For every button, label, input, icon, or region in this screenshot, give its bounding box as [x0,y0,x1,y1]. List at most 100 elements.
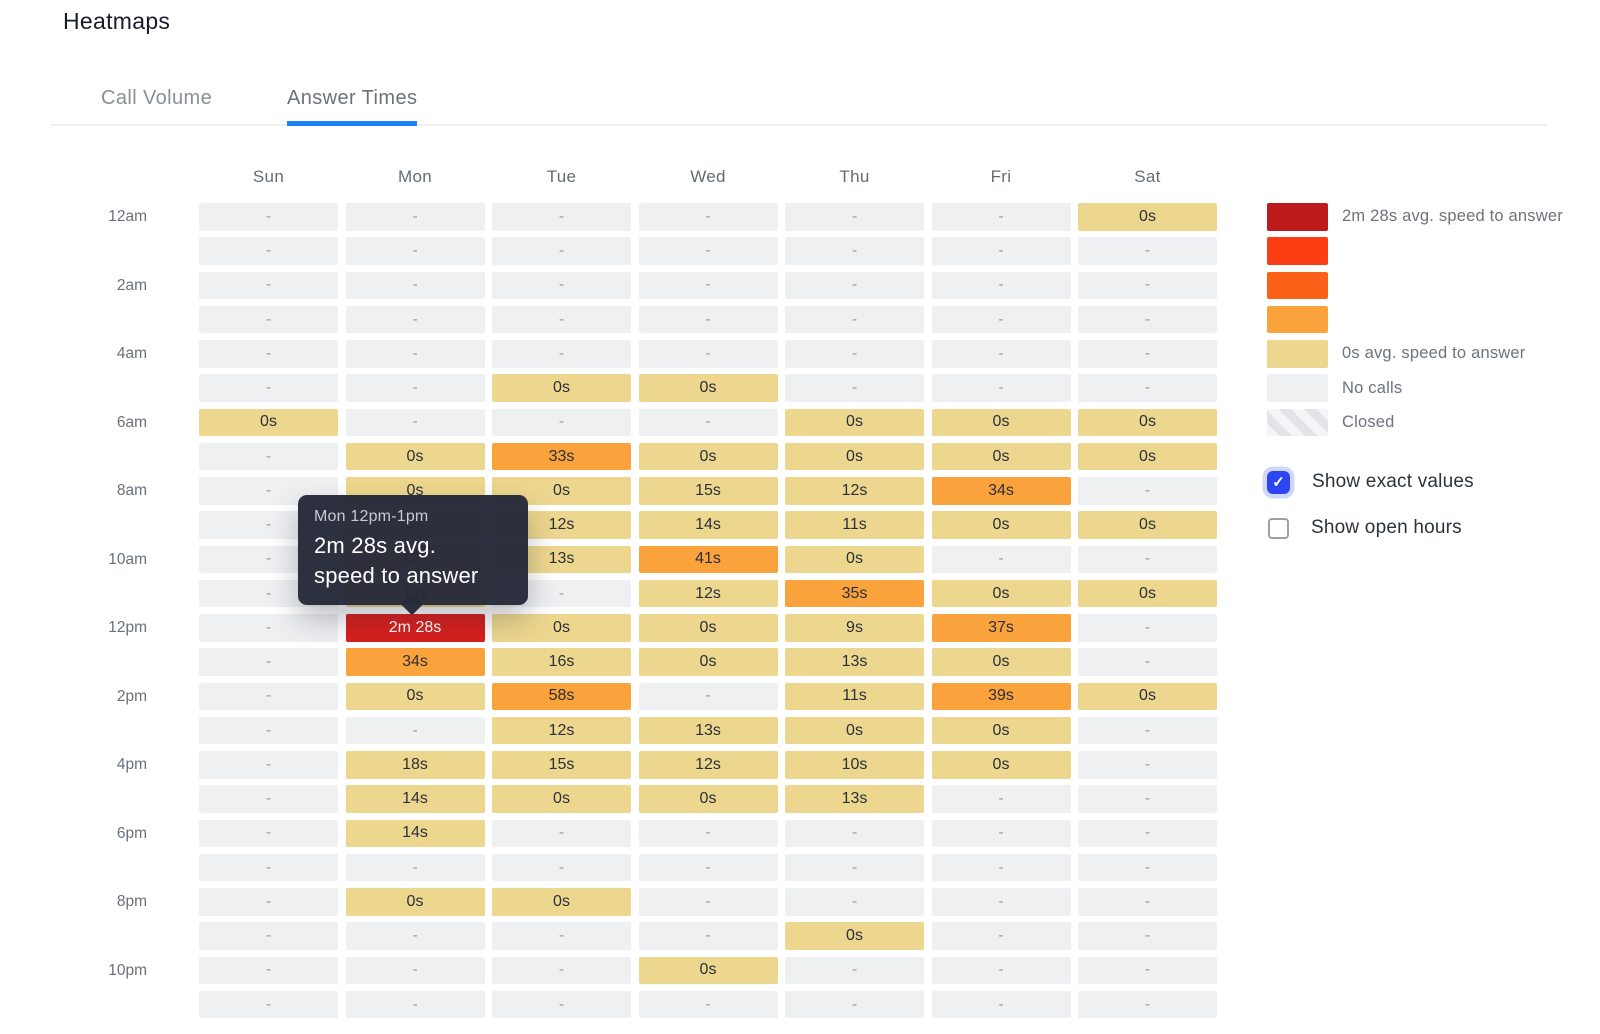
heatmap-cell-sun-14[interactable]: - [199,682,338,710]
heatmap-cell-fri-16[interactable]: 0s [931,751,1071,779]
heatmap-cell-sun-3[interactable]: - [199,305,338,334]
heatmap-cell-sat-6[interactable]: 0s [1078,408,1217,436]
heatmap-cell-tue-21[interactable]: - [492,922,631,950]
heatmap-cell-sat-15[interactable]: - [1078,716,1217,745]
heatmap-cell-thu-22[interactable]: - [785,956,924,984]
heatmap-cell-mon-6[interactable]: - [345,408,485,436]
heatmap-cell-fri-5[interactable]: - [931,374,1071,402]
tab-answer-times[interactable]: Answer Times [287,87,418,126]
heatmap-cell-wed-6[interactable]: - [638,408,778,436]
show-open-hours-checkbox[interactable] [1268,517,1289,539]
heatmap-cell-sat-1[interactable]: - [1078,237,1217,265]
heatmap-cell-fri-23[interactable]: - [931,990,1071,1019]
heatmap-cell-sat-0[interactable]: 0s [1078,203,1217,231]
heatmap-cell-sun-16[interactable]: - [199,751,338,779]
heatmap-cell-sun-18[interactable]: - [199,819,338,847]
heatmap-cell-sat-16[interactable]: - [1078,751,1217,779]
heatmap-cell-wed-18[interactable]: - [638,819,778,847]
heatmap-cell-tue-1[interactable]: - [492,237,631,265]
heatmap-cell-mon-18[interactable]: 14s [345,819,485,847]
heatmap-cell-sun-1[interactable]: - [199,237,338,265]
heatmap-cell-thu-4[interactable]: - [785,340,924,368]
heatmap-cell-thu-12[interactable]: 9s [785,614,924,642]
heatmap-cell-sat-11[interactable]: 0s [1078,579,1217,608]
heatmap-cell-tue-8[interactable]: 0s [492,477,631,505]
heatmap-cell-sun-12[interactable]: - [199,614,338,642]
heatmap-cell-thu-20[interactable]: - [785,888,924,916]
heatmap-cell-fri-22[interactable]: - [931,956,1071,984]
heatmap-cell-sat-23[interactable]: - [1078,990,1217,1019]
heatmap-cell-sat-5[interactable]: - [1078,374,1217,402]
heatmap-cell-mon-20[interactable]: 0s [345,888,485,916]
heatmap-cell-wed-16[interactable]: 12s [638,751,778,779]
heatmap-cell-sat-21[interactable]: - [1078,922,1217,950]
heatmap-cell-sat-22[interactable]: - [1078,956,1217,984]
heatmap-cell-tue-4[interactable]: - [492,340,631,368]
heatmap-cell-tue-22[interactable]: - [492,956,631,984]
heatmap-cell-fri-21[interactable]: - [931,922,1071,950]
heatmap-cell-sun-2[interactable]: - [199,271,338,299]
heatmap-cell-thu-3[interactable]: - [785,305,924,334]
heatmap-cell-wed-23[interactable]: - [638,990,778,1019]
heatmap-cell-thu-0[interactable]: - [785,203,924,231]
heatmap-cell-wed-14[interactable]: - [638,682,778,710]
heatmap-cell-thu-1[interactable]: - [785,237,924,265]
heatmap-cell-wed-4[interactable]: - [638,340,778,368]
heatmap-cell-thu-16[interactable]: 10s [785,751,924,779]
heatmap-cell-tue-5[interactable]: 0s [492,374,631,402]
heatmap-cell-sun-17[interactable]: - [199,785,338,813]
heatmap-cell-fri-18[interactable]: - [931,819,1071,847]
heatmap-cell-fri-8[interactable]: 34s [931,477,1071,505]
heatmap-cell-sun-13[interactable]: - [199,648,338,676]
heatmap-cell-fri-6[interactable]: 0s [931,408,1071,436]
heatmap-cell-wed-5[interactable]: 0s [638,374,778,402]
heatmap-cell-wed-10[interactable]: 41s [638,545,778,573]
heatmap-cell-thu-2[interactable]: - [785,271,924,299]
heatmap-cell-wed-7[interactable]: 0s [638,442,778,471]
heatmap-cell-wed-15[interactable]: 13s [638,716,778,745]
heatmap-cell-sun-0[interactable]: - [199,203,338,231]
heatmap-cell-fri-19[interactable]: - [931,853,1071,882]
heatmap-cell-tue-14[interactable]: 58s [492,682,631,710]
heatmap-cell-mon-14[interactable]: 0s [345,682,485,710]
heatmap-cell-tue-18[interactable]: - [492,819,631,847]
heatmap-cell-thu-5[interactable]: - [785,374,924,402]
heatmap-cell-mon-15[interactable]: - [345,716,485,745]
heatmap-cell-wed-19[interactable]: - [638,853,778,882]
heatmap-cell-mon-17[interactable]: 14s [345,785,485,813]
heatmap-cell-mon-21[interactable]: - [345,922,485,950]
heatmap-cell-sun-4[interactable]: - [199,340,338,368]
heatmap-cell-tue-19[interactable]: - [492,853,631,882]
heatmap-cell-mon-16[interactable]: 18s [345,751,485,779]
heatmap-cell-mon-22[interactable]: - [345,956,485,984]
heatmap-cell-thu-17[interactable]: 13s [785,785,924,813]
heatmap-cell-fri-1[interactable]: - [931,237,1071,265]
heatmap-cell-fri-20[interactable]: - [931,888,1071,916]
heatmap-cell-thu-19[interactable]: - [785,853,924,882]
heatmap-cell-thu-9[interactable]: 11s [785,511,924,539]
heatmap-cell-tue-12[interactable]: 0s [492,614,631,642]
heatmap-cell-sun-21[interactable]: - [199,922,338,950]
heatmap-cell-thu-7[interactable]: 0s [785,442,924,471]
heatmap-cell-sat-4[interactable]: - [1078,340,1217,368]
heatmap-cell-mon-0[interactable]: - [345,203,485,231]
heatmap-cell-sat-12[interactable]: - [1078,614,1217,642]
heatmap-cell-sat-3[interactable]: - [1078,305,1217,334]
heatmap-cell-tue-2[interactable]: - [492,271,631,299]
heatmap-cell-sat-8[interactable]: - [1078,477,1217,505]
heatmap-cell-tue-3[interactable]: - [492,305,631,334]
heatmap-cell-fri-10[interactable]: - [931,545,1071,573]
heatmap-cell-sat-2[interactable]: - [1078,271,1217,299]
heatmap-cell-sat-9[interactable]: 0s [1078,511,1217,539]
heatmap-cell-sun-22[interactable]: - [199,956,338,984]
heatmap-cell-fri-7[interactable]: 0s [931,442,1071,471]
heatmap-cell-sat-17[interactable]: - [1078,785,1217,813]
heatmap-cell-tue-7[interactable]: 33s [492,442,631,471]
heatmap-cell-thu-23[interactable]: - [785,990,924,1019]
heatmap-cell-fri-3[interactable]: - [931,305,1071,334]
heatmap-cell-thu-21[interactable]: 0s [785,922,924,950]
heatmap-cell-sun-5[interactable]: - [199,374,338,402]
show-exact-values-checkbox[interactable]: ✓ [1267,470,1290,494]
tab-call-volume[interactable]: Call Volume [101,87,213,109]
heatmap-cell-mon-19[interactable]: - [345,853,485,882]
